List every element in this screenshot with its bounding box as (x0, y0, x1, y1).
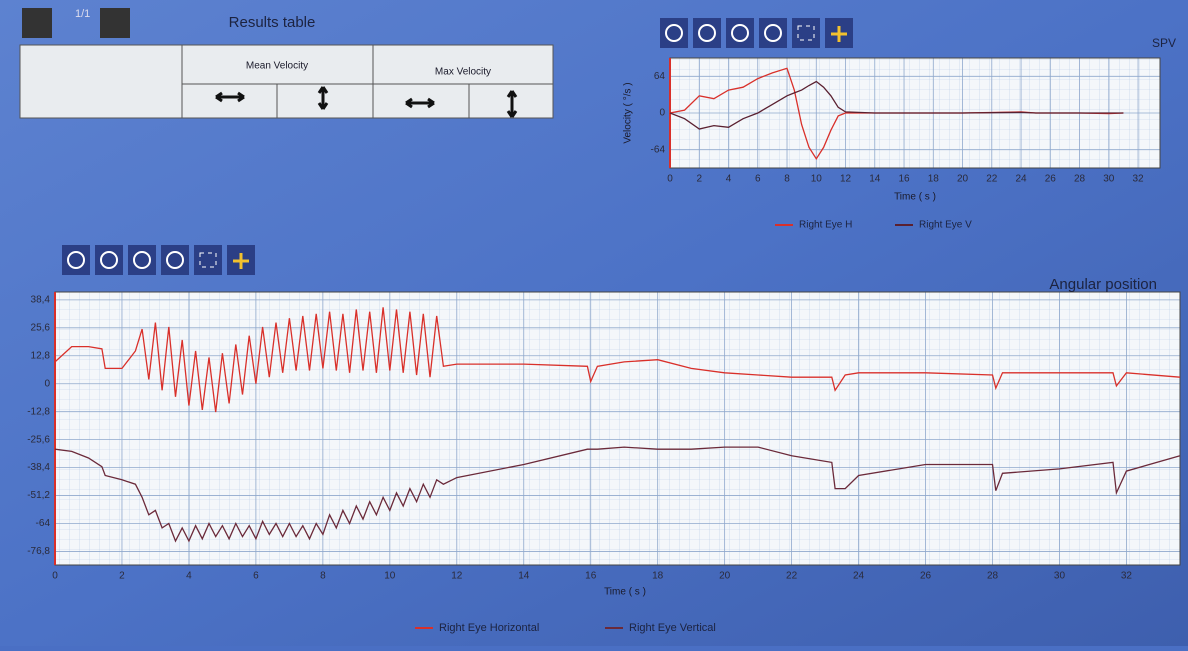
x-tick-label: 24 (1015, 174, 1027, 185)
x-tick-label: 12 (840, 174, 852, 185)
x-tick-label: 32 (1121, 571, 1133, 582)
y-axis-label: Velocity ( °/s ) (623, 82, 634, 143)
zoom-out-x[interactable] (759, 18, 787, 48)
x-tick-label: 20 (719, 571, 731, 582)
x-tick-label: 6 (253, 571, 259, 582)
zoom-in-x[interactable] (726, 18, 754, 48)
x-tick-label: 20 (957, 174, 969, 185)
x-tick-label: 10 (811, 174, 823, 185)
y-tick-label: 0 (659, 108, 665, 119)
x-tick-label: 22 (986, 174, 998, 185)
x-tick-label: 2 (119, 571, 125, 582)
table-header: Mean Velocity (246, 61, 308, 72)
fit[interactable] (194, 245, 222, 275)
zoom-in-x[interactable] (128, 245, 156, 275)
page-indicator: 1/1 (75, 8, 90, 20)
x-tick-label: 6 (755, 174, 761, 185)
legend-label: Right Eye V (919, 220, 972, 231)
x-tick-label: 4 (726, 174, 732, 185)
x-tick-label: 10 (384, 571, 396, 582)
zoom-in-y[interactable] (660, 18, 688, 48)
y-tick-label: -64 (651, 144, 666, 155)
chart-title: Angular position (1049, 276, 1157, 293)
x-tick-label: 14 (869, 174, 881, 185)
chart-title: SPV (1152, 36, 1176, 50)
x-tick-label: 28 (987, 571, 999, 582)
y-tick-label: -25,6 (27, 434, 50, 445)
y-tick-label: 12,8 (31, 350, 51, 361)
fit[interactable] (792, 18, 820, 48)
x-tick-label: 22 (786, 571, 798, 582)
x-tick-label: 0 (52, 571, 58, 582)
x-tick-label: 32 (1132, 174, 1144, 185)
zoom-out-x[interactable] (161, 245, 189, 275)
x-tick-label: 16 (585, 571, 597, 582)
x-tick-label: 8 (784, 174, 790, 185)
x-tick-label: 30 (1054, 571, 1066, 582)
zoom-out-y[interactable] (693, 18, 721, 48)
y-tick-label: -51,2 (27, 490, 50, 501)
x-tick-label: 16 (898, 174, 910, 185)
y-tick-label: -76,8 (27, 546, 50, 557)
y-tick-label: 25,6 (31, 322, 51, 333)
table-header: Max Velocity (435, 67, 491, 78)
y-tick-label: 0 (44, 378, 50, 389)
x-tick-label: 4 (186, 571, 192, 582)
y-tick-label: -12,8 (27, 406, 50, 417)
x-tick-label: 30 (1103, 174, 1115, 185)
x-tick-label: 12 (451, 571, 463, 582)
x-tick-label: 18 (652, 571, 664, 582)
legend-label: Right Eye Vertical (629, 622, 716, 634)
y-tick-label: 38,4 (31, 295, 51, 306)
x-tick-label: 14 (518, 571, 530, 582)
y-tick-label: -38,4 (27, 462, 50, 473)
x-axis-label: Time ( s ) (894, 192, 936, 203)
x-axis-label: Time ( s ) (604, 587, 646, 598)
next-page[interactable] (100, 8, 130, 38)
screen: 1/1 Results table Mean Velocity Max Velo… (0, 0, 1188, 646)
prev-page[interactable] (22, 8, 52, 38)
minor-grid (55, 292, 1180, 565)
x-tick-label: 18 (928, 174, 940, 185)
x-tick-label: 8 (320, 571, 326, 582)
x-tick-label: 26 (920, 571, 932, 582)
x-tick-label: 2 (696, 174, 702, 185)
x-tick-label: 28 (1074, 174, 1086, 185)
table-frame (20, 45, 553, 118)
x-tick-label: 0 (667, 174, 673, 185)
x-tick-label: 24 (853, 571, 865, 582)
y-tick-label: -64 (36, 518, 51, 529)
legend-label: Right Eye H (799, 220, 852, 231)
zoom-out-y[interactable] (95, 245, 123, 275)
results-title: Results table (229, 14, 316, 31)
legend-label: Right Eye Horizontal (439, 622, 539, 634)
x-tick-label: 26 (1045, 174, 1057, 185)
zoom-in-y[interactable] (62, 245, 90, 275)
y-tick-label: 64 (654, 71, 666, 82)
results-table: Mean Velocity Max Velocity (20, 45, 553, 118)
